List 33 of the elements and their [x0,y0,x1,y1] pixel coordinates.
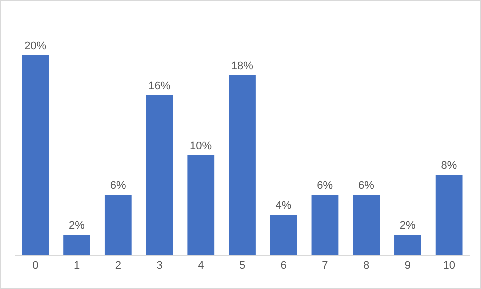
x-tick-label: 8 [364,260,370,272]
x-tick-label: 1 [74,260,80,272]
data-label: 16% [148,80,171,92]
data-label: 2% [400,220,416,232]
bar [188,155,215,255]
bar [270,215,298,255]
bar [394,235,422,255]
data-label: 10% [190,140,212,152]
data-label: 2% [68,220,86,232]
bar [353,195,380,255]
x-tick-label: 9 [404,260,412,272]
x-tick-label: 6 [280,260,287,272]
x-tick-label: 5 [239,260,246,272]
data-label: 20% [24,40,47,52]
bar [64,235,90,255]
data-label: 4% [276,200,292,212]
bar [312,195,339,255]
data-label: 6% [358,180,375,192]
data-label: 6% [317,180,334,192]
x-tick-label: 3 [156,260,163,272]
x-tick-label: 4 [198,260,204,272]
data-label: 6% [110,180,126,192]
x-tick-label: 7 [322,260,328,272]
x-tick-label: 2 [115,260,122,272]
x-tick-label: 0 [32,260,39,272]
bar [22,56,50,255]
bar [229,75,256,255]
data-label: 8% [441,160,458,172]
x-tick-label: 10 [443,260,456,272]
bar [146,95,174,255]
bar [104,195,132,255]
bar [436,175,463,255]
data-label: 18% [231,60,254,72]
